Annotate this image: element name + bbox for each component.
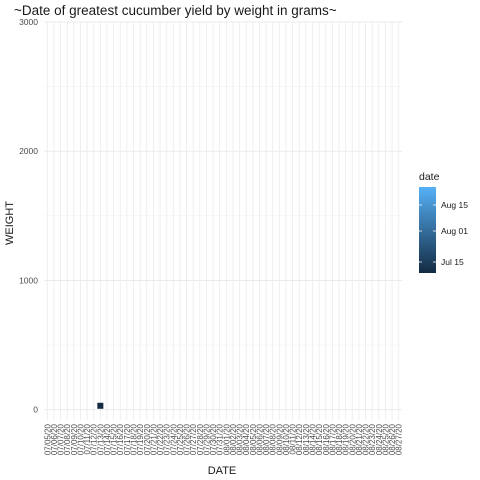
legend: date Aug 15 Aug 01 Jul 15: [419, 171, 468, 273]
x-tick-label: 08/15/20: [315, 423, 324, 455]
x-tick-label: 08/23/20: [368, 423, 377, 455]
grid-lines: [44, 21, 402, 420]
y-axis-ticks: 0 1000 2000 3000: [19, 17, 38, 415]
x-tick-label: 08/10/20: [282, 423, 291, 455]
y-tick-label: 2000: [19, 146, 38, 156]
legend-title: date: [419, 171, 440, 183]
x-tick-label: 07/08/20: [63, 423, 72, 455]
x-tick-label: 07/12/20: [90, 423, 99, 455]
x-tick-label: 07/05/20: [43, 423, 52, 455]
x-tick-label: 08/19/20: [342, 423, 351, 455]
data-points: [97, 402, 104, 409]
x-tick-label: 07/13/20: [96, 423, 105, 455]
x-tick-label: 07/20/20: [143, 423, 152, 455]
x-tick-label: 07/22/20: [156, 423, 165, 455]
x-tick-label: 08/02/20: [229, 423, 238, 455]
x-tick-label: 08/16/20: [322, 423, 331, 455]
x-tick-label: 08/17/20: [328, 423, 337, 455]
x-tick-label: 08/24/20: [375, 423, 384, 455]
x-tick-label: 08/12/20: [295, 423, 304, 455]
x-tick-label: 07/25/20: [176, 423, 185, 455]
x-tick-label: 08/01/20: [222, 423, 231, 455]
legend-label: Jul 15: [441, 257, 464, 267]
x-tick-label: 07/10/20: [76, 423, 85, 455]
x-tick-label: 08/06/20: [255, 423, 264, 455]
x-tick-label: 08/11/20: [289, 423, 298, 454]
x-tick-label: 07/07/20: [57, 423, 66, 455]
y-tick-label: 3000: [19, 17, 38, 27]
x-tick-label: 08/05/20: [249, 423, 258, 455]
x-tick-label: 07/15/20: [110, 423, 119, 455]
x-tick-label: 08/26/20: [388, 423, 397, 455]
chart-title: ~Date of greatest cucumber yield by weig…: [14, 3, 337, 18]
x-tick-label: 07/11/20: [83, 423, 92, 454]
x-axis-ticks: 07/05/2007/06/2007/07/2007/08/2007/09/20…: [43, 423, 403, 455]
x-tick-label: 07/18/20: [130, 423, 139, 455]
x-tick-label: 07/16/20: [116, 423, 125, 455]
y-axis-title: WEIGHT: [4, 201, 16, 245]
x-tick-label: 08/14/20: [309, 423, 318, 455]
x-tick-label: 08/22/20: [362, 423, 371, 455]
x-tick-label: 08/03/20: [236, 423, 245, 455]
x-tick-label: 08/07/20: [262, 423, 271, 455]
x-tick-label: 07/06/20: [50, 423, 59, 455]
x-tick-label: 07/23/20: [163, 423, 172, 455]
legend-label: Aug 01: [441, 226, 468, 236]
x-tick-label: 07/19/20: [136, 423, 145, 455]
x-tick-label: 08/21/20: [355, 423, 364, 455]
x-tick-label: 08/25/20: [381, 423, 390, 455]
x-tick-label: 07/14/20: [103, 423, 112, 455]
y-tick-label: 0: [33, 405, 38, 415]
x-tick-label: 07/24/20: [169, 423, 178, 455]
x-tick-label: 07/30/20: [209, 423, 218, 455]
data-point: [97, 402, 104, 409]
x-tick-label: 07/29/20: [202, 423, 211, 455]
legend-label: Aug 15: [441, 200, 468, 210]
x-tick-label: 08/20/20: [348, 423, 357, 455]
x-tick-label: 08/09/20: [275, 423, 284, 455]
x-tick-label: 08/08/20: [269, 423, 278, 455]
legend-labels: Aug 15 Aug 01 Jul 15: [419, 200, 468, 267]
x-tick-label: 07/28/20: [196, 423, 205, 455]
y-tick-label: 1000: [19, 275, 38, 285]
x-tick-label: 08/04/20: [242, 423, 251, 455]
x-tick-label: 07/21/20: [149, 423, 158, 455]
x-tick-label: 07/26/20: [183, 423, 192, 455]
x-tick-label: 07/17/20: [123, 423, 132, 455]
x-axis-title: DATE: [208, 465, 237, 477]
x-tick-label: 07/31/20: [216, 423, 225, 455]
x-tick-label: 07/27/20: [189, 423, 198, 455]
x-tick-label: 07/09/20: [70, 423, 79, 455]
x-tick-label: 08/18/20: [335, 423, 344, 455]
x-tick-label: 08/27/20: [395, 423, 404, 455]
legend-colorbar: [419, 187, 436, 273]
x-tick-label: 08/13/20: [302, 423, 311, 455]
